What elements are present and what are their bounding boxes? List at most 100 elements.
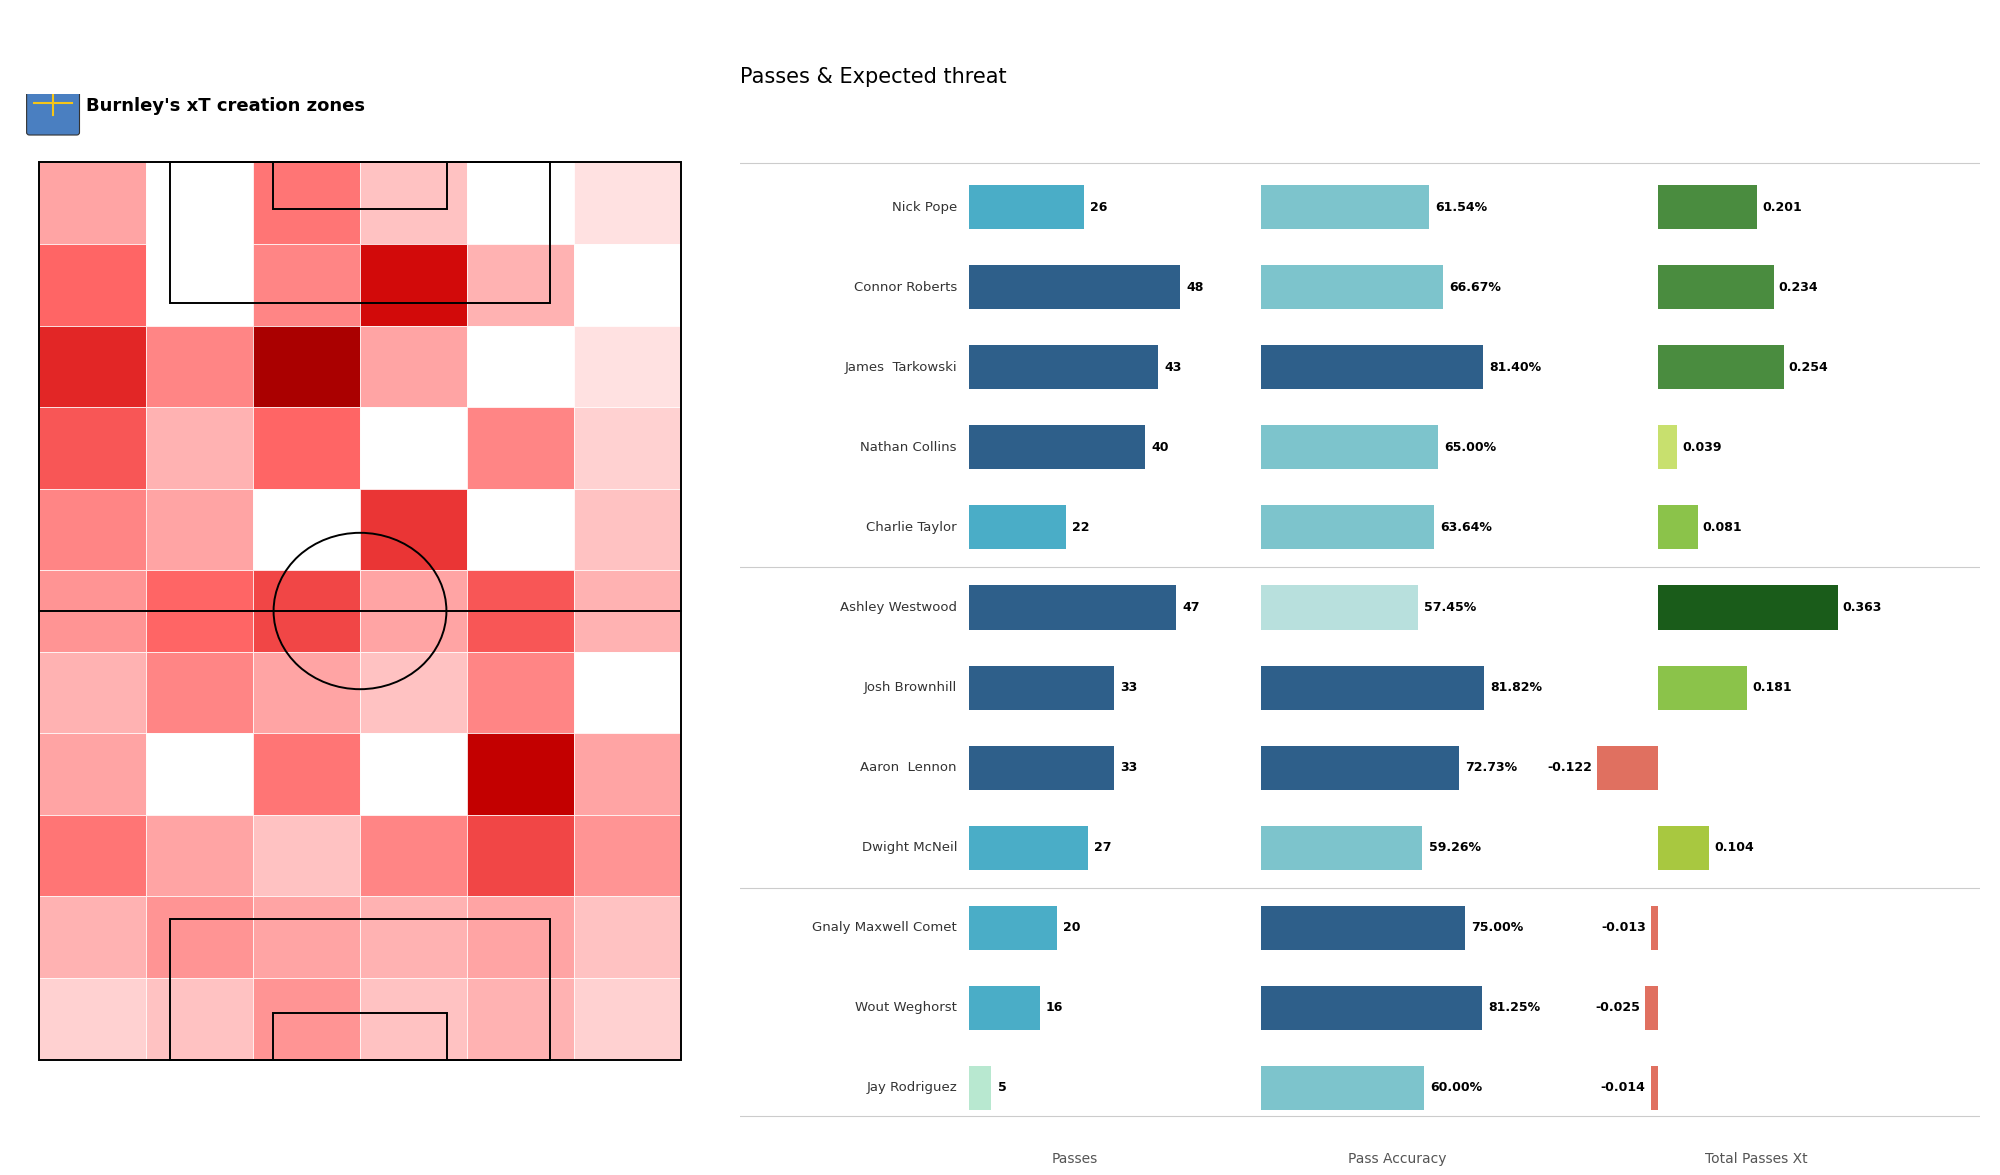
Text: 81.82%: 81.82% bbox=[1490, 682, 1542, 694]
Bar bbox=[970, 746, 1114, 790]
Text: 0.081: 0.081 bbox=[1702, 521, 1742, 533]
Text: 59.26%: 59.26% bbox=[1428, 841, 1480, 854]
Bar bbox=[1658, 425, 1676, 469]
Bar bbox=[1598, 746, 1658, 790]
Text: Nick Pope: Nick Pope bbox=[892, 201, 958, 214]
Bar bbox=[360, 978, 468, 1060]
Bar bbox=[970, 425, 1146, 469]
Text: 60.00%: 60.00% bbox=[1430, 1081, 1482, 1094]
Bar bbox=[1658, 266, 1774, 309]
Text: Passes & Expected threat: Passes & Expected threat bbox=[740, 67, 1006, 87]
Bar bbox=[360, 652, 468, 733]
Bar bbox=[970, 986, 1040, 1030]
Text: 0.234: 0.234 bbox=[1778, 281, 1818, 294]
Bar bbox=[38, 570, 146, 652]
Bar bbox=[38, 162, 146, 244]
Bar bbox=[146, 897, 252, 978]
Text: Jay Rodriguez: Jay Rodriguez bbox=[866, 1081, 958, 1094]
Bar bbox=[1658, 585, 1838, 630]
Text: 26: 26 bbox=[1090, 201, 1108, 214]
Bar bbox=[1658, 826, 1710, 870]
Bar bbox=[360, 162, 468, 244]
Bar bbox=[1658, 505, 1698, 550]
Bar bbox=[468, 652, 574, 733]
Bar bbox=[252, 570, 360, 652]
Bar bbox=[1646, 986, 1658, 1030]
Bar bbox=[1260, 345, 1482, 389]
Text: 61.54%: 61.54% bbox=[1434, 201, 1488, 214]
Bar bbox=[1658, 186, 1758, 229]
Bar bbox=[468, 815, 574, 897]
Bar bbox=[1260, 425, 1438, 469]
Bar bbox=[38, 897, 146, 978]
Text: 48: 48 bbox=[1186, 281, 1204, 294]
Text: 75.00%: 75.00% bbox=[1472, 921, 1524, 934]
Text: 0.201: 0.201 bbox=[1762, 201, 1802, 214]
Bar bbox=[468, 978, 574, 1060]
Bar bbox=[574, 978, 682, 1060]
Text: 27: 27 bbox=[1094, 841, 1112, 854]
Bar bbox=[146, 162, 252, 244]
Bar bbox=[1260, 585, 1418, 630]
Bar bbox=[38, 815, 146, 897]
Text: Josh Brownhill: Josh Brownhill bbox=[864, 682, 958, 694]
Text: 33: 33 bbox=[1120, 682, 1138, 694]
Bar bbox=[1260, 746, 1460, 790]
Bar bbox=[170, 162, 550, 303]
Text: 81.25%: 81.25% bbox=[1488, 1001, 1540, 1014]
Bar bbox=[970, 826, 1088, 870]
Bar bbox=[360, 489, 468, 570]
Text: Dwight McNeil: Dwight McNeil bbox=[862, 841, 958, 854]
Bar bbox=[468, 570, 574, 652]
Bar bbox=[970, 1066, 992, 1110]
Bar bbox=[574, 733, 682, 815]
Bar bbox=[1658, 665, 1748, 710]
Bar bbox=[970, 186, 1084, 229]
Bar bbox=[1260, 906, 1466, 949]
Bar bbox=[146, 652, 252, 733]
Text: 65.00%: 65.00% bbox=[1444, 441, 1496, 454]
Bar bbox=[146, 815, 252, 897]
Bar bbox=[146, 325, 252, 407]
Bar bbox=[252, 244, 360, 325]
Text: 47: 47 bbox=[1182, 602, 1200, 615]
Bar bbox=[1652, 906, 1658, 949]
Text: 66.67%: 66.67% bbox=[1448, 281, 1500, 294]
Bar bbox=[574, 162, 682, 244]
Bar bbox=[468, 489, 574, 570]
Bar bbox=[970, 266, 1180, 309]
Text: Ashley Westwood: Ashley Westwood bbox=[840, 602, 958, 615]
Text: Burnley's xT creation zones: Burnley's xT creation zones bbox=[86, 98, 366, 115]
Text: 0.104: 0.104 bbox=[1714, 841, 1754, 854]
Bar bbox=[574, 325, 682, 407]
Text: 0.254: 0.254 bbox=[1788, 361, 1828, 374]
Bar bbox=[574, 570, 682, 652]
Text: -0.013: -0.013 bbox=[1602, 921, 1646, 934]
Text: 43: 43 bbox=[1164, 361, 1182, 374]
Bar bbox=[468, 325, 574, 407]
Bar bbox=[170, 919, 550, 1060]
Text: 16: 16 bbox=[1046, 1001, 1064, 1014]
Text: 0.039: 0.039 bbox=[1682, 441, 1722, 454]
Text: Wout Weghorst: Wout Weghorst bbox=[856, 1001, 958, 1014]
Bar bbox=[38, 652, 146, 733]
Text: Charlie Taylor: Charlie Taylor bbox=[866, 521, 958, 533]
Bar bbox=[970, 345, 1158, 389]
Text: Total Passes Xt: Total Passes Xt bbox=[1706, 1152, 1808, 1166]
Text: 40: 40 bbox=[1152, 441, 1168, 454]
Bar bbox=[1658, 345, 1784, 389]
Bar bbox=[574, 407, 682, 489]
Bar bbox=[38, 407, 146, 489]
Bar bbox=[360, 570, 468, 652]
Bar bbox=[146, 489, 252, 570]
Bar bbox=[970, 906, 1058, 949]
Bar bbox=[1260, 266, 1442, 309]
Bar bbox=[1260, 1066, 1424, 1110]
Text: 81.40%: 81.40% bbox=[1490, 361, 1542, 374]
Text: Gnaly Maxwell Comet: Gnaly Maxwell Comet bbox=[812, 921, 958, 934]
Bar bbox=[468, 244, 574, 325]
Bar bbox=[360, 897, 468, 978]
Bar bbox=[970, 585, 1176, 630]
Bar bbox=[146, 570, 252, 652]
Bar bbox=[38, 978, 146, 1060]
